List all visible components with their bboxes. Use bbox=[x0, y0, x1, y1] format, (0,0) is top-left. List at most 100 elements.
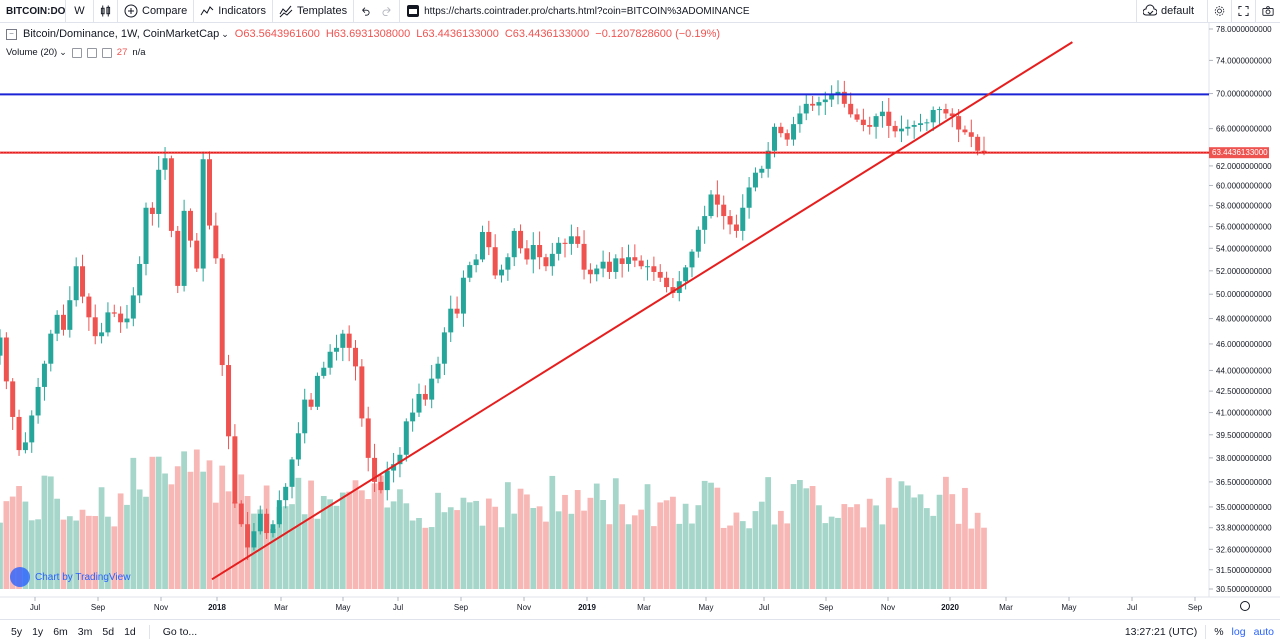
interval-button[interactable]: W bbox=[66, 0, 94, 22]
range-3m[interactable]: 3m bbox=[73, 626, 98, 638]
candle-body[interactable] bbox=[613, 258, 618, 272]
candle-body[interactable] bbox=[804, 104, 809, 114]
range-1y[interactable]: 1y bbox=[27, 626, 48, 638]
candle-body[interactable] bbox=[569, 236, 574, 244]
candle-body[interactable] bbox=[194, 241, 199, 269]
candle-body[interactable] bbox=[321, 368, 326, 376]
chart-area[interactable]: 30.5000000000 31.5000000000 32.6000000000 3… bbox=[0, 23, 1280, 619]
settings-small-icon[interactable] bbox=[87, 48, 97, 58]
candle-body[interactable] bbox=[912, 125, 917, 127]
candle-body[interactable] bbox=[226, 365, 231, 436]
candle-body[interactable] bbox=[201, 159, 206, 268]
candle-body[interactable] bbox=[169, 158, 174, 231]
close-small-icon[interactable] bbox=[102, 48, 112, 58]
candle-body[interactable] bbox=[721, 205, 726, 216]
candle-body[interactable] bbox=[855, 114, 860, 119]
candle-body[interactable] bbox=[29, 415, 34, 442]
price-chart[interactable]: 30.500000000031.500000000032.60000000003… bbox=[0, 23, 1280, 619]
candle-body[interactable] bbox=[575, 236, 580, 244]
candle-body[interactable] bbox=[816, 102, 821, 105]
candle-body[interactable] bbox=[696, 230, 701, 252]
candle-body[interactable] bbox=[880, 112, 885, 116]
candle-body[interactable] bbox=[626, 257, 631, 264]
range-1d[interactable]: 1d bbox=[119, 626, 141, 638]
candle-body[interactable] bbox=[448, 309, 453, 333]
candle-body[interactable] bbox=[378, 482, 383, 490]
candle-body[interactable] bbox=[340, 334, 345, 348]
candle-body[interactable] bbox=[251, 531, 256, 547]
candle-body[interactable] bbox=[283, 487, 288, 500]
candle-body[interactable] bbox=[118, 314, 123, 323]
candle-body[interactable] bbox=[124, 319, 129, 323]
candle-body[interactable] bbox=[899, 129, 904, 132]
candle-body[interactable] bbox=[55, 315, 60, 334]
candle-body[interactable] bbox=[937, 109, 942, 110]
candle-body[interactable] bbox=[232, 436, 237, 503]
candle-body[interactable] bbox=[975, 137, 980, 151]
candle-body[interactable] bbox=[182, 211, 187, 286]
candle-body[interactable] bbox=[17, 417, 22, 450]
candle-body[interactable] bbox=[410, 413, 415, 422]
candle-body[interactable] bbox=[442, 332, 447, 363]
volume-title[interactable]: Volume (20) bbox=[6, 47, 57, 58]
candle-body[interactable] bbox=[163, 158, 168, 170]
candle-body[interactable] bbox=[886, 112, 891, 126]
tradingview-watermark[interactable]: Chart by TradingView bbox=[10, 567, 130, 587]
candle-body[interactable] bbox=[683, 267, 688, 281]
candle-body[interactable] bbox=[80, 266, 85, 296]
candle-body[interactable] bbox=[747, 187, 752, 207]
clock[interactable]: 13:27:21 (UTC) bbox=[1125, 626, 1197, 638]
candle-body[interactable] bbox=[404, 421, 409, 454]
screenshot-button[interactable] bbox=[1256, 0, 1280, 22]
candle-body[interactable] bbox=[220, 258, 225, 365]
layout-button[interactable]: default bbox=[1136, 0, 1208, 22]
candle-body[interactable] bbox=[175, 231, 180, 286]
candle-body[interactable] bbox=[601, 262, 606, 269]
settings-button[interactable] bbox=[1208, 0, 1232, 22]
candle-body[interactable] bbox=[42, 364, 47, 387]
candle-body[interactable] bbox=[48, 334, 53, 364]
chevron-down-icon[interactable]: ⌄ bbox=[221, 29, 229, 40]
candle-body[interactable] bbox=[791, 124, 796, 139]
undo-button[interactable] bbox=[354, 0, 376, 22]
candle-body[interactable] bbox=[518, 231, 523, 248]
candle-body[interactable] bbox=[867, 125, 872, 127]
candle-body[interactable] bbox=[474, 259, 479, 265]
candle-body[interactable] bbox=[893, 126, 898, 131]
candle-body[interactable] bbox=[245, 524, 250, 547]
candle-body[interactable] bbox=[537, 245, 542, 257]
candle-body[interactable] bbox=[213, 226, 218, 259]
candle-body[interactable] bbox=[759, 169, 764, 173]
range-6m[interactable]: 6m bbox=[48, 626, 73, 638]
candle-body[interactable] bbox=[290, 459, 295, 486]
candle-body[interactable] bbox=[874, 116, 879, 127]
indicators-button[interactable]: Indicators bbox=[194, 0, 273, 22]
candle-body[interactable] bbox=[918, 123, 923, 125]
candle-body[interactable] bbox=[156, 170, 161, 214]
candle-body[interactable] bbox=[423, 394, 428, 400]
candle-body[interactable] bbox=[956, 116, 961, 129]
candle-body[interactable] bbox=[296, 433, 301, 459]
redo-button[interactable] bbox=[376, 0, 400, 22]
candle-body[interactable] bbox=[353, 348, 358, 367]
candle-body[interactable] bbox=[848, 104, 853, 114]
candle-body[interactable] bbox=[734, 224, 739, 230]
candle-body[interactable] bbox=[258, 514, 263, 531]
candle-body[interactable] bbox=[785, 133, 790, 139]
candle-body[interactable] bbox=[436, 364, 441, 379]
candle-body[interactable] bbox=[651, 266, 656, 272]
candle-body[interactable] bbox=[924, 122, 929, 123]
candle-body[interactable] bbox=[144, 208, 149, 264]
candle-body[interactable] bbox=[709, 194, 714, 216]
candle-body[interactable] bbox=[835, 92, 840, 94]
candle-body[interactable] bbox=[429, 379, 434, 400]
candle-body[interactable] bbox=[264, 514, 269, 533]
candle-body[interactable] bbox=[61, 315, 66, 330]
candle-body[interactable] bbox=[512, 231, 517, 257]
range-5d[interactable]: 5d bbox=[97, 626, 119, 638]
candle-body[interactable] bbox=[645, 266, 650, 267]
log-toggle[interactable]: log bbox=[1232, 626, 1246, 638]
candle-body[interactable] bbox=[524, 248, 529, 259]
candle-body[interactable] bbox=[810, 104, 815, 106]
candle-body[interactable] bbox=[772, 127, 777, 151]
